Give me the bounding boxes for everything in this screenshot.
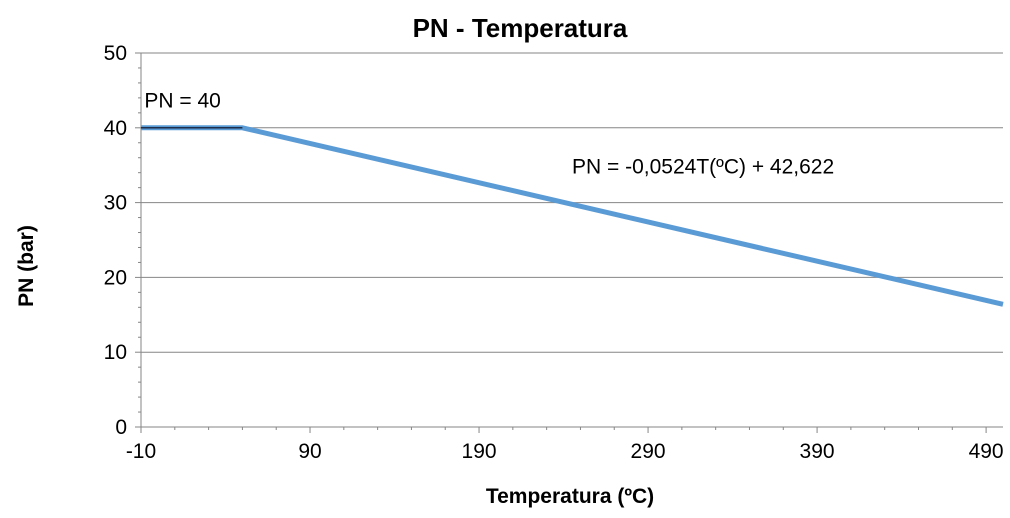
y-tick-label: 10 (104, 341, 127, 364)
x-tick-label: -10 (126, 440, 156, 463)
y-axis-title: PN (bar) (15, 225, 38, 307)
axes (135, 52, 1003, 433)
y-tick-label: 40 (104, 117, 127, 140)
x-tick-label: 190 (462, 440, 497, 463)
annotation-label-0: PN = 40 (144, 90, 220, 113)
tick-labels: 0 10 20 30 40 50 -10 90 190 290 390 490 (104, 42, 1004, 463)
y-tick-label: 0 (115, 416, 127, 439)
y-tick-label: 20 (104, 266, 127, 289)
x-axis-title: Temperatura (ºC) (486, 485, 654, 508)
x-tick-label: 290 (631, 440, 666, 463)
annotation-label-1: PN = -0,0524T(ºC) + 42,622 (572, 155, 834, 178)
y-tick-label: 50 (104, 42, 127, 65)
y-tick-label: 30 (104, 192, 127, 215)
x-tick-label: 490 (969, 440, 1004, 463)
x-tick-label: 90 (298, 440, 321, 463)
annotations: PN = 40 PN = -0,0524T(ºC) + 42,622 (144, 90, 834, 179)
chart-title: PN - Temperatura (413, 13, 628, 43)
series-lines (141, 125, 1004, 307)
x-tick-label: 390 (800, 440, 835, 463)
